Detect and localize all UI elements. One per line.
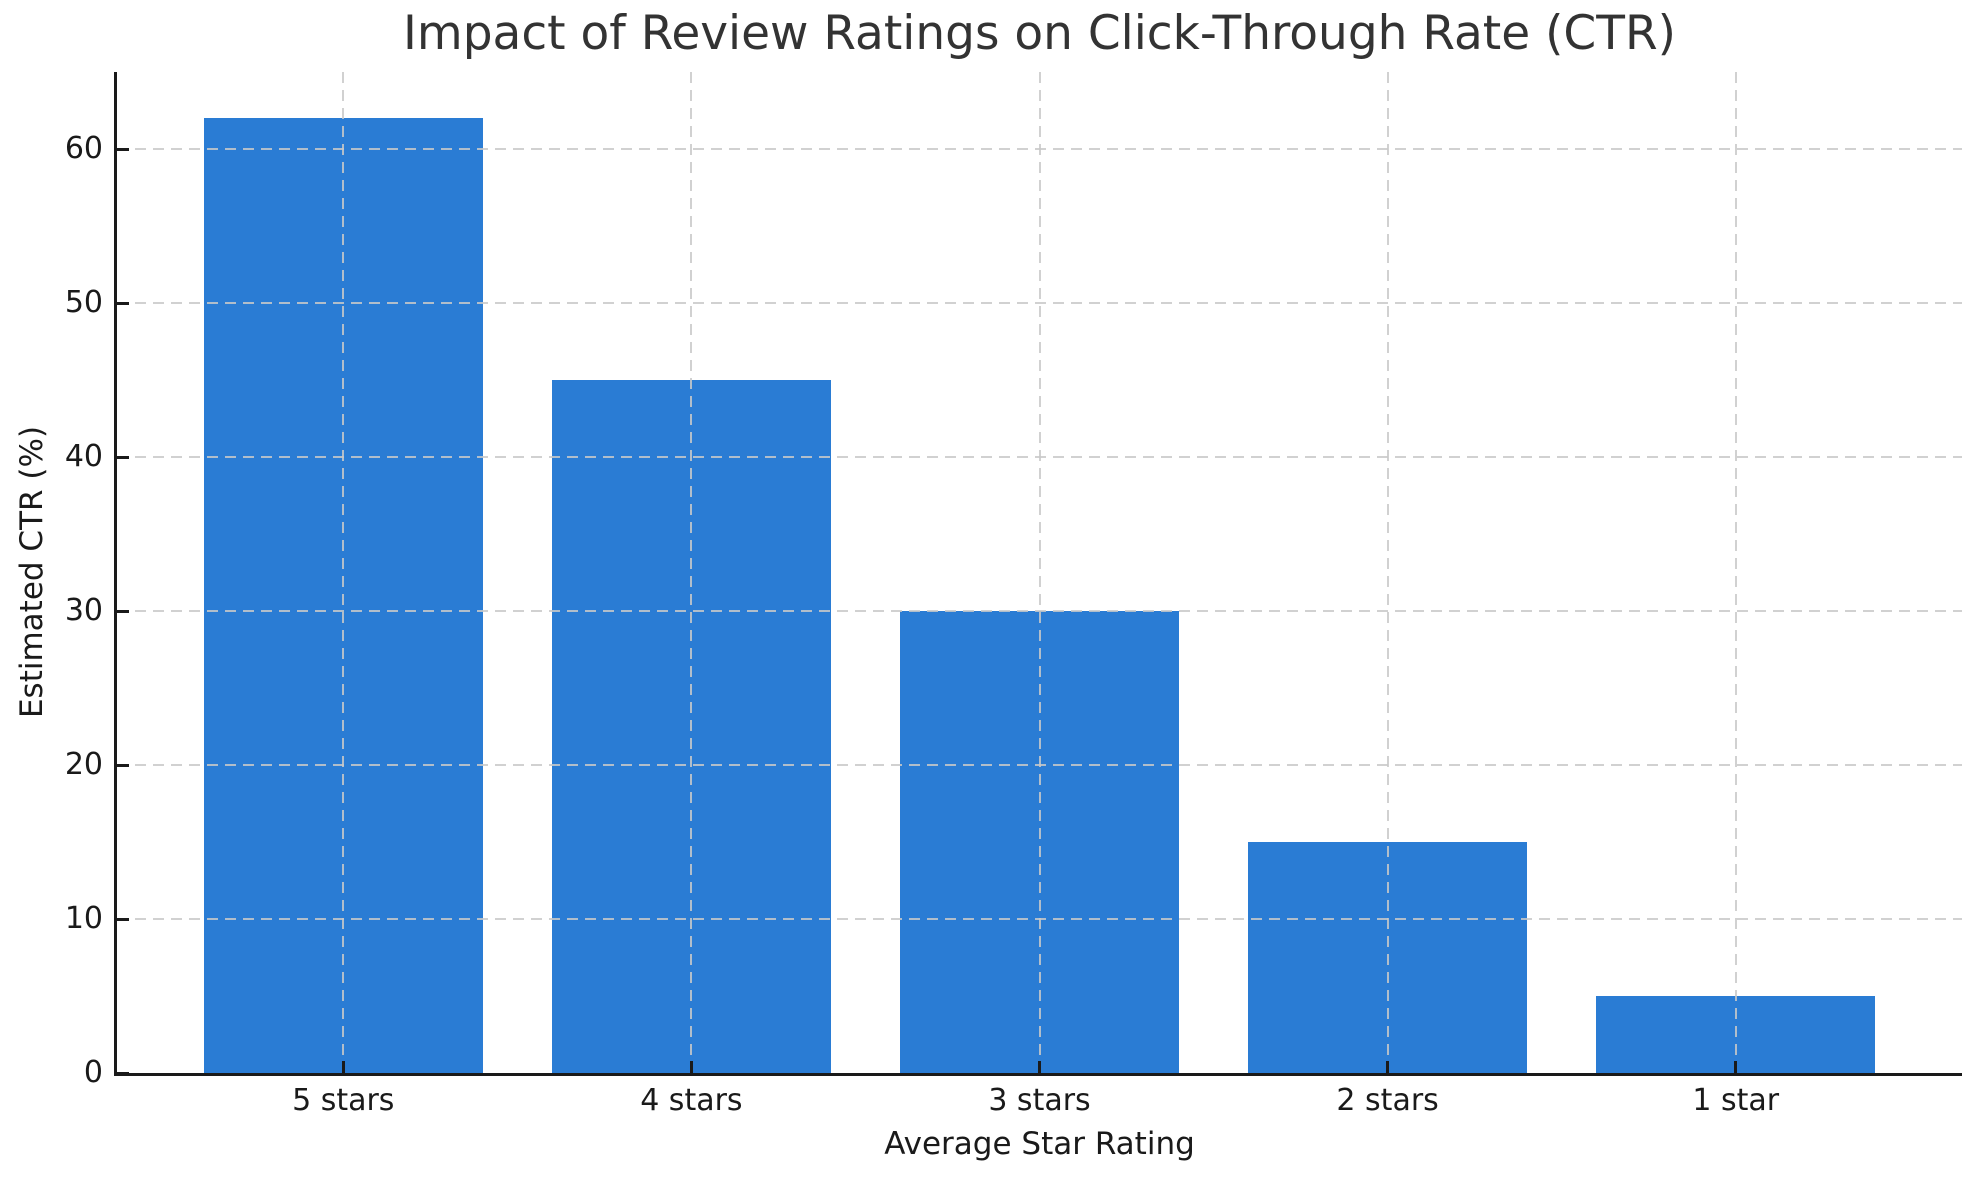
y-tick-mark-20 xyxy=(117,763,129,767)
x-axis-spine xyxy=(114,1073,1962,1076)
y-tick-label-50: 50 xyxy=(64,285,103,320)
y-tick-mark-10 xyxy=(117,917,129,921)
x-tick-mark-3-stars xyxy=(1038,1061,1041,1073)
y-tick-label-10: 10 xyxy=(64,901,103,936)
y-tick-mark-60 xyxy=(117,147,129,151)
y-axis-spine xyxy=(114,72,117,1076)
y-tick-label-20: 20 xyxy=(64,747,103,782)
x-tick-label-2-stars: 2 stars xyxy=(1336,1083,1439,1118)
ticks-layer xyxy=(117,72,1962,1075)
x-tick-mark-1-star xyxy=(1734,1061,1738,1073)
y-tick-mark-0 xyxy=(117,1071,129,1075)
chart-title: Impact of Review Ratings on Click-Throug… xyxy=(403,6,1676,61)
y-tick-label-60: 60 xyxy=(64,131,103,166)
plot-area xyxy=(114,72,1962,1076)
x-tick-mark-5-stars xyxy=(341,1061,345,1073)
y-tick-mark-30 xyxy=(117,609,129,613)
y-tick-mark-40 xyxy=(117,455,129,459)
x-tick-mark-2-stars xyxy=(1386,1061,1390,1073)
x-tick-mark-4-stars xyxy=(689,1061,693,1073)
x-tick-label-4-stars: 4 stars xyxy=(640,1083,743,1118)
x-axis-label: Average Star Rating xyxy=(884,1126,1195,1162)
y-tick-label-30: 30 xyxy=(64,593,103,628)
y-tick-label-40: 40 xyxy=(64,439,103,474)
x-tick-label-1-star: 1 star xyxy=(1692,1083,1780,1118)
y-tick-label-0: 0 xyxy=(83,1055,103,1090)
x-tick-label-3-stars: 3 stars xyxy=(988,1083,1091,1118)
x-tick-label-5-stars: 5 stars xyxy=(292,1083,395,1118)
y-tick-mark-50 xyxy=(117,301,129,305)
